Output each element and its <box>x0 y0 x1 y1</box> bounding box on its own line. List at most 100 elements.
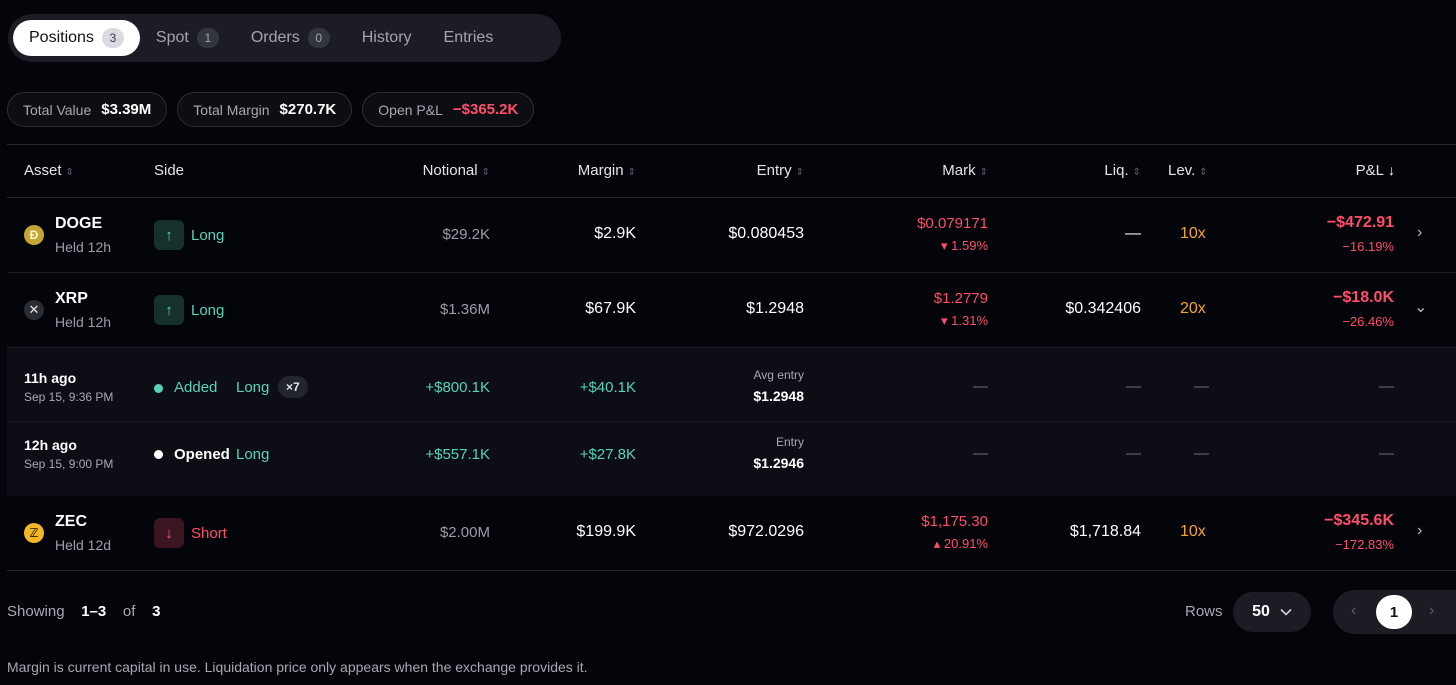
entry-action: Added <box>174 379 218 396</box>
prev-page-button[interactable]: ‹ <box>1351 602 1357 619</box>
entry-price: $0.080453 <box>728 225 804 242</box>
tab-positions[interactable]: Positions 3 <box>13 20 140 56</box>
chevron-down-icon[interactable]: ⌄ <box>1414 299 1428 316</box>
col-label: P&L <box>1355 162 1384 179</box>
stat-value: $270.7K <box>279 101 337 118</box>
lev-empty: — <box>1194 445 1209 462</box>
liq-price: $0.342406 <box>1065 300 1141 317</box>
col-liq[interactable]: Liq. ⇕ <box>1104 162 1141 179</box>
tab-history[interactable]: History <box>346 20 428 56</box>
tab-label: Orders <box>250 29 300 46</box>
pnl-value: −$18.0K <box>1333 289 1394 306</box>
col-label: Lev. <box>1168 162 1196 179</box>
pnl-value: −$345.6K <box>1324 512 1394 529</box>
sort-icon: ⇕ <box>795 167 804 178</box>
view-tabs: Positions 3 Spot 1 Orders 0 History Entr… <box>8 14 561 62</box>
margin-value: $199.9K <box>576 523 636 540</box>
stat-value: $3.39M <box>101 101 152 118</box>
col-pnl[interactable]: P&L ↓ <box>1356 162 1395 179</box>
showing-total: 3 <box>152 603 161 620</box>
table-row[interactable]: Đ DOGE Held 12h ↑ Long $29.2K $2.9K $0.0… <box>7 198 1456 273</box>
margin-value: $2.9K <box>594 225 636 242</box>
entry-side: Long <box>236 379 270 396</box>
tab-orders[interactable]: Orders 0 <box>235 20 346 56</box>
arrow-up-icon: ↑ <box>154 295 184 325</box>
mark-empty: — <box>973 445 988 462</box>
tab-entries[interactable]: Entries <box>428 20 510 56</box>
side-label: Long <box>191 227 225 244</box>
entry-row: 12h ago Sep 15, 9:00 PM Opened Long +$55… <box>7 421 1456 496</box>
entry-notional: +$557.1K <box>425 446 490 463</box>
liq-price: $1,718.84 <box>1069 523 1141 540</box>
chevron-right-icon[interactable]: › <box>1417 224 1423 241</box>
rows-value: 50 <box>1252 603 1270 620</box>
entry-time-ago: 12h ago <box>24 437 77 453</box>
count-badge: 0 <box>307 28 330 48</box>
col-lev[interactable]: Lev. ⇕ <box>1168 162 1208 179</box>
tab-label: History <box>361 29 412 46</box>
table-header: Asset ⇕ Side Notional ⇕ Margin ⇕ Entry ⇕ Mar… <box>7 144 1456 198</box>
pagination: ‹ 1 › <box>1333 590 1456 634</box>
stat-label: Total Value <box>23 101 92 118</box>
next-page-button[interactable]: › <box>1429 602 1435 619</box>
rows-label: Rows <box>1185 603 1223 620</box>
col-notional[interactable]: Notional ⇕ <box>423 162 490 179</box>
stat-label: Open P&L <box>378 101 443 118</box>
mark-price: $1.2779 <box>933 290 988 307</box>
asset-symbol: XRP <box>55 290 88 307</box>
pagination-summary: Showing 1–3 of 3 <box>7 603 160 620</box>
pnl-empty: — <box>1379 445 1394 462</box>
col-label: Side <box>154 162 185 179</box>
held-duration: Held 12h <box>55 314 112 330</box>
zec-coin-icon: ℤ <box>24 523 44 543</box>
col-entry[interactable]: Entry ⇕ <box>757 162 804 179</box>
col-margin[interactable]: Margin ⇕ <box>578 162 636 179</box>
entry-timestamp: Sep 15, 9:36 PM <box>24 390 114 404</box>
held-duration: Held 12h <box>55 239 112 255</box>
total-margin-pill: Total Margin $270.7K <box>177 92 353 127</box>
sort-icon: ⇕ <box>1199 167 1208 178</box>
entry-price-label: Avg entry <box>753 368 804 382</box>
mark-change: ▾ 1.31% <box>941 313 988 328</box>
mark-change: ▾ 1.59% <box>941 238 988 253</box>
table-row[interactable]: ℤ ZEC Held 12d ↓ Short $2.00M $199.9K $9… <box>7 496 1456 571</box>
leverage: 20x <box>1180 300 1206 317</box>
pnl-percent: −172.83% <box>1335 537 1394 552</box>
lev-empty: — <box>1194 378 1209 395</box>
col-label: Margin <box>577 162 624 179</box>
count-badge: 3 <box>101 28 124 48</box>
entry-action: Opened <box>174 446 230 463</box>
footnote: Margin is current capital in use. Liquid… <box>7 659 588 675</box>
col-label: Mark <box>942 162 976 179</box>
entry-row: 11h ago Sep 15, 9:36 PM Added Long ×7 +$… <box>7 348 1456 421</box>
rows-per-page-select[interactable]: 50 <box>1233 592 1311 632</box>
col-label: Liq. <box>1104 162 1129 179</box>
liq-empty: — <box>1126 445 1141 462</box>
total-value-pill: Total Value $3.39M <box>7 92 168 127</box>
leverage: 10x <box>1180 225 1206 242</box>
notional-value: $29.2K <box>442 226 490 243</box>
asset-symbol: ZEC <box>55 513 87 530</box>
col-label: Asset <box>24 162 62 179</box>
entry-time-ago: 11h ago <box>24 370 77 386</box>
opened-dot-icon <box>154 450 163 459</box>
chevron-right-icon[interactable]: › <box>1417 522 1423 539</box>
pnl-value: −$472.91 <box>1326 214 1394 231</box>
summary-stats: Total Value $3.39M Total Margin $270.7K … <box>7 92 535 127</box>
col-mark[interactable]: Mark ⇕ <box>942 162 988 179</box>
col-label: Entry <box>756 162 792 179</box>
tab-spot[interactable]: Spot 1 <box>140 20 235 56</box>
notional-value: $1.36M <box>439 301 490 318</box>
sort-desc-icon: ↓ <box>1388 162 1395 178</box>
tab-label: Entries <box>443 29 494 46</box>
col-asset[interactable]: Asset ⇕ <box>24 162 74 179</box>
entry-price-value: $1.2948 <box>753 388 804 404</box>
sort-icon: ⇕ <box>1132 167 1141 178</box>
liq-empty: — <box>1126 378 1141 395</box>
entry-side: Long <box>236 446 270 463</box>
pnl-percent: −16.19% <box>1342 239 1394 254</box>
page-1-button[interactable]: 1 <box>1376 595 1412 629</box>
side-label: Short <box>191 525 227 542</box>
col-side: Side <box>154 162 184 179</box>
table-row[interactable]: ✕ XRP Held 12h ↑ Long $1.36M $67.9K $1.2… <box>7 273 1456 348</box>
